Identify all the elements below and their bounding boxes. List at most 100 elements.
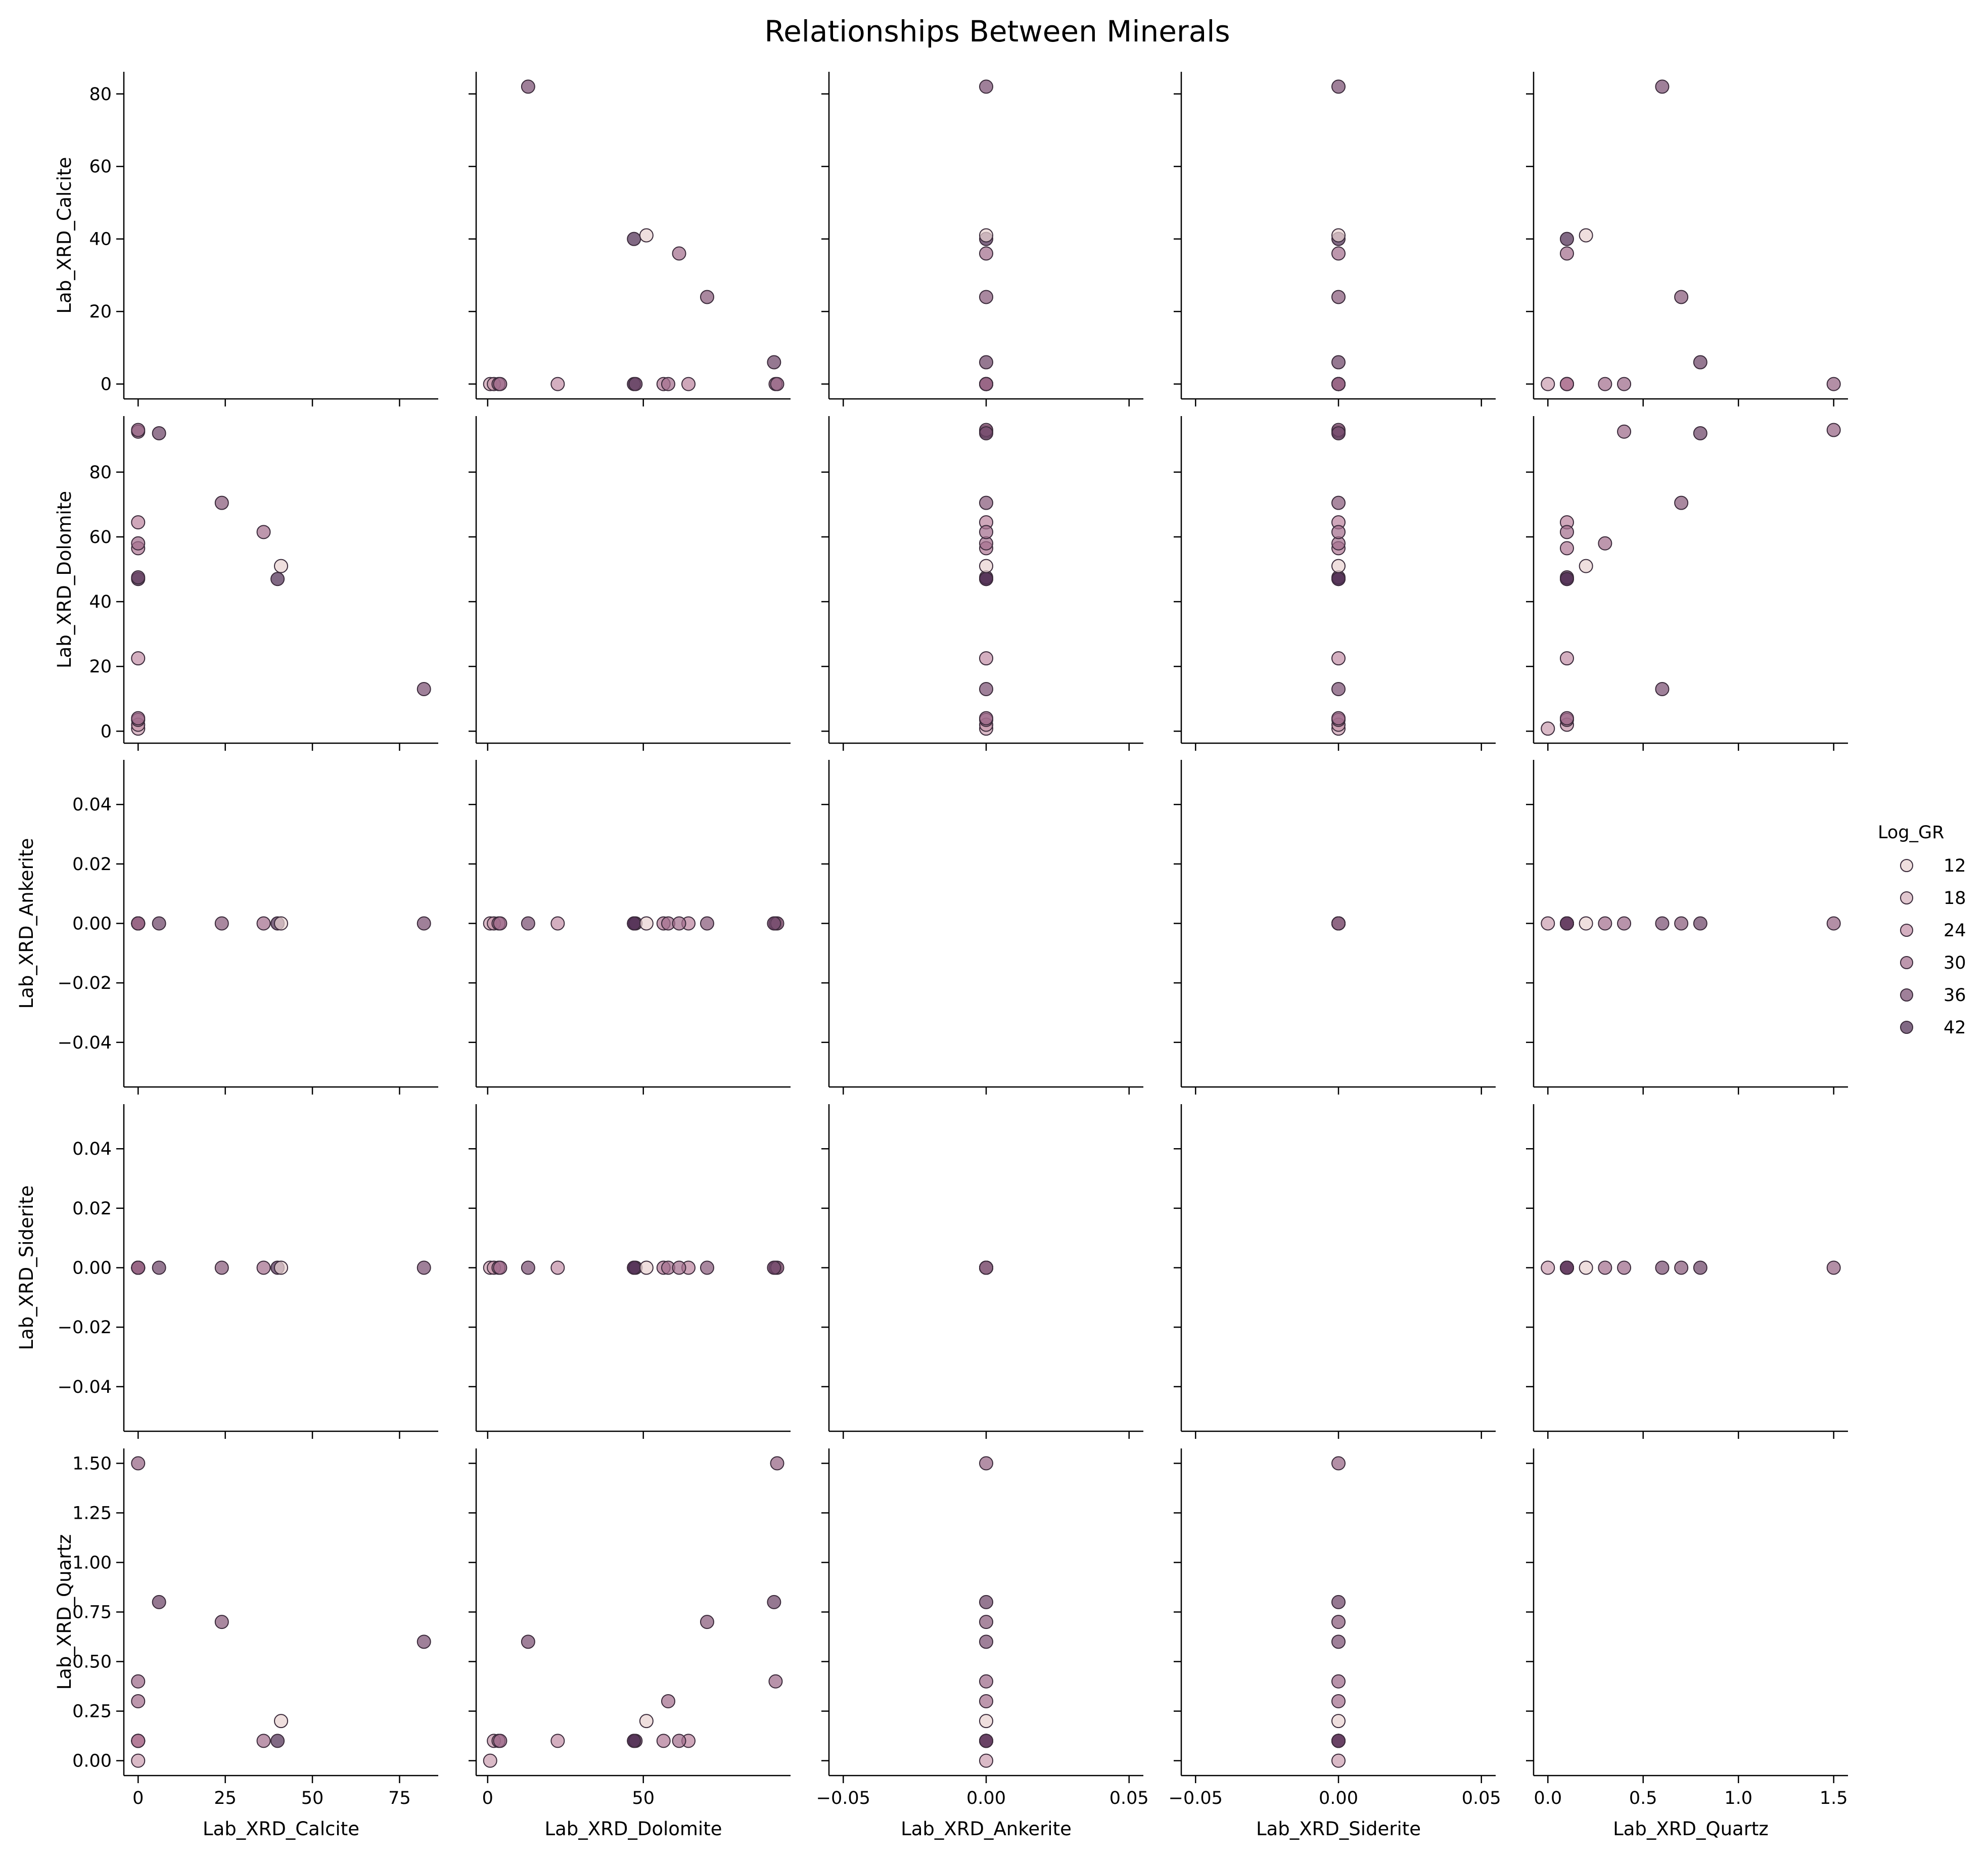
data-point (979, 525, 993, 539)
data-point (131, 711, 146, 725)
panel-lab-xrd-calcite-vs-lab-xrd-calcite: 0 20 40 60 80 Lab_XRD_Calcite (54, 72, 438, 406)
data-point (639, 1714, 654, 1729)
data-point (1826, 1260, 1841, 1275)
y-tick-label: 60 (89, 527, 112, 548)
x-tick-label: 0.5 (1629, 1788, 1657, 1808)
data-point (256, 916, 271, 931)
y-axis-label: Lab_XRD_Quartz (54, 1534, 75, 1690)
x-tick-label: 50 (301, 1788, 324, 1808)
data-point (672, 1260, 686, 1275)
data-point (770, 1456, 784, 1471)
x-tick-label: 1.5 (1820, 1788, 1848, 1808)
data-point (214, 1615, 229, 1629)
data-point (979, 1753, 993, 1768)
y-tick-label: 0.00 (72, 1751, 112, 1772)
data-point (274, 1714, 288, 1729)
data-point (131, 1674, 146, 1689)
panel-lab-xrd-calcite-vs-lab-xrd-siderite (1174, 72, 1496, 406)
legend-entry-label: 42 (1944, 1018, 1966, 1038)
data-point (1559, 541, 1574, 556)
data-point (1826, 423, 1841, 437)
data-point (152, 1260, 166, 1275)
data-point (1559, 1260, 1574, 1275)
data-point (768, 1674, 783, 1689)
panel-lab-xrd-calcite-vs-lab-xrd-ankerite (821, 72, 1143, 406)
y-tick-label: 0.00 (72, 1258, 112, 1279)
data-point (1331, 1753, 1346, 1768)
panel-lab-xrd-dolomite-vs-lab-xrd-siderite (1174, 416, 1496, 751)
data-point (672, 1734, 686, 1748)
data-point (1826, 916, 1841, 931)
data-point (493, 1734, 507, 1748)
data-point (700, 916, 714, 931)
data-point (1655, 682, 1670, 697)
data-point (1559, 246, 1574, 261)
data-point (1559, 377, 1574, 391)
panel-lab-xrd-calcite-vs-lab-xrd-quartz (1526, 72, 1848, 406)
data-point (1579, 916, 1593, 931)
y-tick-label: −0.04 (58, 1033, 112, 1053)
legend-marker (1900, 859, 1913, 872)
pairplot-panels: 0 20 40 60 80 Lab_XRD_Calcite 0 20 40 60 80 Lab_XRD… (16, 72, 1848, 1840)
data-point (256, 1260, 271, 1275)
data-point (627, 1260, 641, 1275)
x-tick-label: 0 (132, 1788, 144, 1808)
data-point (131, 515, 146, 530)
y-tick-label: 40 (89, 230, 112, 250)
panel-lab-xrd-calcite-vs-lab-xrd-dolomite (469, 72, 791, 406)
data-point (1598, 536, 1612, 551)
data-point (417, 1260, 431, 1275)
data-point (979, 377, 993, 391)
panel-lab-xrd-quartz-vs-lab-xrd-ankerite: −0.05 0.00 0.05 Lab_XRD_Ankerite (816, 1448, 1149, 1840)
data-point (131, 651, 146, 666)
data-point (1541, 377, 1555, 391)
data-point (152, 426, 166, 440)
panel-lab-xrd-dolomite-vs-lab-xrd-ankerite (821, 416, 1143, 751)
y-tick-label: 0.02 (72, 854, 112, 875)
data-point (493, 1260, 507, 1275)
y-tick-label: 1.00 (72, 1553, 112, 1573)
panel-lab-xrd-quartz-vs-lab-xrd-calcite: 0.00 0.25 0.50 0.75 1.00 1.25 1.50 0 25 50 75 Lab_X… (54, 1448, 438, 1840)
legend-marker (1900, 924, 1913, 937)
y-tick-label: 0.50 (72, 1652, 112, 1672)
data-point (214, 495, 229, 510)
data-point (1559, 525, 1574, 539)
panel-lab-xrd-ankerite-vs-lab-xrd-siderite (1174, 760, 1496, 1095)
data-point (274, 916, 288, 931)
data-point (131, 1694, 146, 1708)
x-axis-label: Lab_XRD_Calcite (203, 1818, 359, 1840)
data-point (1674, 1260, 1689, 1275)
data-point (1674, 290, 1689, 304)
y-tick-label: 0.04 (72, 795, 112, 815)
data-point (131, 423, 146, 437)
panel-lab-xrd-siderite-vs-lab-xrd-siderite (1174, 1104, 1496, 1439)
data-point (1331, 1694, 1346, 1708)
data-point (131, 1260, 146, 1275)
data-point (1331, 246, 1346, 261)
data-point (1617, 424, 1632, 439)
data-point (214, 1260, 229, 1275)
data-point (521, 1260, 535, 1275)
data-point (550, 1734, 565, 1748)
data-point (979, 1734, 993, 1748)
data-point (979, 1615, 993, 1629)
data-point (1617, 1260, 1632, 1275)
data-point (639, 228, 654, 243)
panel-lab-xrd-dolomite-vs-lab-xrd-quartz (1526, 416, 1848, 751)
data-point (979, 246, 993, 261)
data-point (1331, 1674, 1346, 1689)
data-point (274, 559, 288, 573)
data-point (483, 1753, 497, 1768)
data-point (979, 711, 993, 725)
data-point (152, 916, 166, 931)
x-tick-label: 0.05 (1109, 1788, 1149, 1808)
data-point (1331, 426, 1346, 440)
legend-marker (1900, 891, 1913, 904)
y-tick-label: 0.02 (72, 1199, 112, 1219)
data-point (770, 377, 784, 391)
data-point (1674, 916, 1689, 931)
x-tick-label: 0.00 (1319, 1788, 1358, 1808)
y-axis-label: Lab_XRD_Siderite (16, 1185, 37, 1350)
data-point (661, 377, 675, 391)
